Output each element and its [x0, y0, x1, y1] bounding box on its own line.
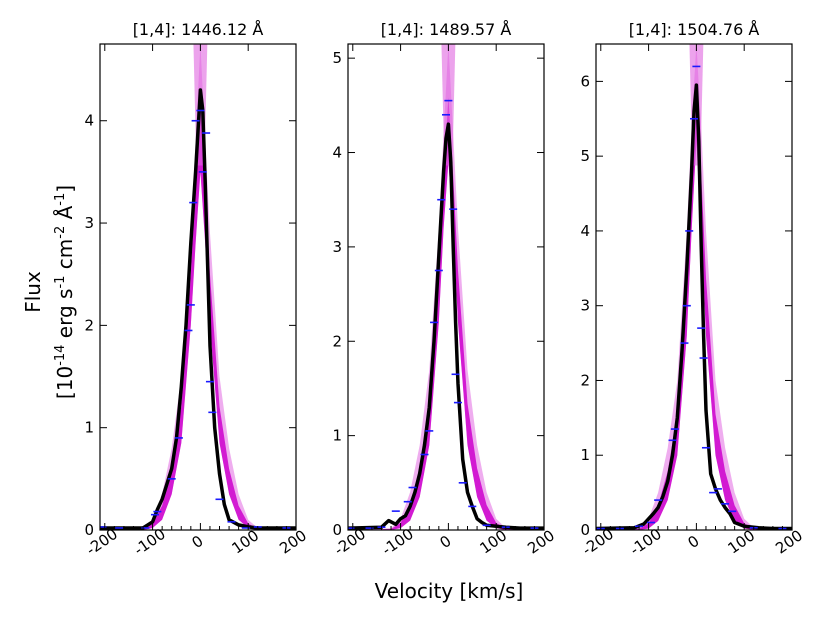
x-tick-label: 200 — [524, 526, 558, 557]
plot-area — [100, 44, 296, 530]
y-tick-label: 4 — [580, 222, 590, 240]
axes-frame — [99, 43, 297, 531]
x-tick-label: 200 — [276, 526, 310, 557]
panel-title: [1,4]: 1489.57 Å — [381, 20, 512, 39]
y-tick-label: 6 — [580, 72, 590, 90]
y-tick-label: 3 — [580, 297, 590, 315]
ylabel-suffix: ] — [53, 185, 77, 193]
y-tick-label: 1 — [84, 419, 94, 437]
y-tick-label: 2 — [84, 316, 94, 334]
y-tick-label: 2 — [580, 371, 590, 389]
x-tick-label: 100 — [228, 526, 262, 557]
y-tick-label: 4 — [332, 144, 342, 162]
y-tick-label: 5 — [332, 49, 342, 67]
plot-area — [596, 44, 792, 530]
y-tick-label: 1 — [580, 446, 590, 464]
axes-frame — [347, 43, 545, 531]
ylabel-mid3: Å — [53, 205, 77, 225]
ylabel-exp3: -2 — [53, 226, 68, 239]
y-axis-label-line2: [10-14 erg s-1 cm-2 Å-1] — [53, 185, 77, 399]
panel-title: [1,4]: 1446.12 Å — [133, 20, 264, 39]
ylabel-mid1: erg s — [53, 289, 77, 345]
axes-frame — [595, 43, 793, 531]
observed-line — [596, 83, 792, 530]
y-tick-label: 0 — [84, 521, 94, 539]
y-tick-label: 3 — [332, 238, 342, 256]
ylabel-exp1: -14 — [53, 345, 68, 366]
panel-title: [1,4]: 1504.76 Å — [629, 20, 760, 39]
x-axis-label: Velocity [km/s] — [375, 579, 524, 603]
x-tick-label: 200 — [772, 526, 806, 557]
x-tick-label: 0 — [436, 532, 454, 552]
observed-line — [100, 88, 296, 530]
x-tick-label: 100 — [476, 526, 510, 557]
x-tick-label: 0 — [188, 532, 206, 552]
model-band-core — [104, 101, 296, 530]
y-tick-label: 5 — [580, 147, 590, 165]
ylabel-prefix: [10 — [53, 366, 77, 399]
y-tick-label: 3 — [84, 214, 94, 232]
ylabel-exp2: -1 — [53, 276, 68, 289]
plot-area — [348, 44, 544, 530]
x-tick-label: 100 — [724, 526, 758, 557]
y-tick-label: 0 — [332, 521, 342, 539]
y-tick-label: 0 — [580, 521, 590, 539]
y-tick-label: 2 — [332, 332, 342, 350]
y-tick-label: 1 — [332, 427, 342, 445]
observed-line — [348, 122, 544, 530]
y-tick-label: 4 — [84, 112, 94, 130]
x-tick-label: 0 — [684, 532, 702, 552]
ylabel-mid2: cm — [53, 239, 77, 276]
ylabel-exp4: -1 — [53, 193, 68, 206]
y-axis-label-line1: Flux — [21, 271, 45, 313]
